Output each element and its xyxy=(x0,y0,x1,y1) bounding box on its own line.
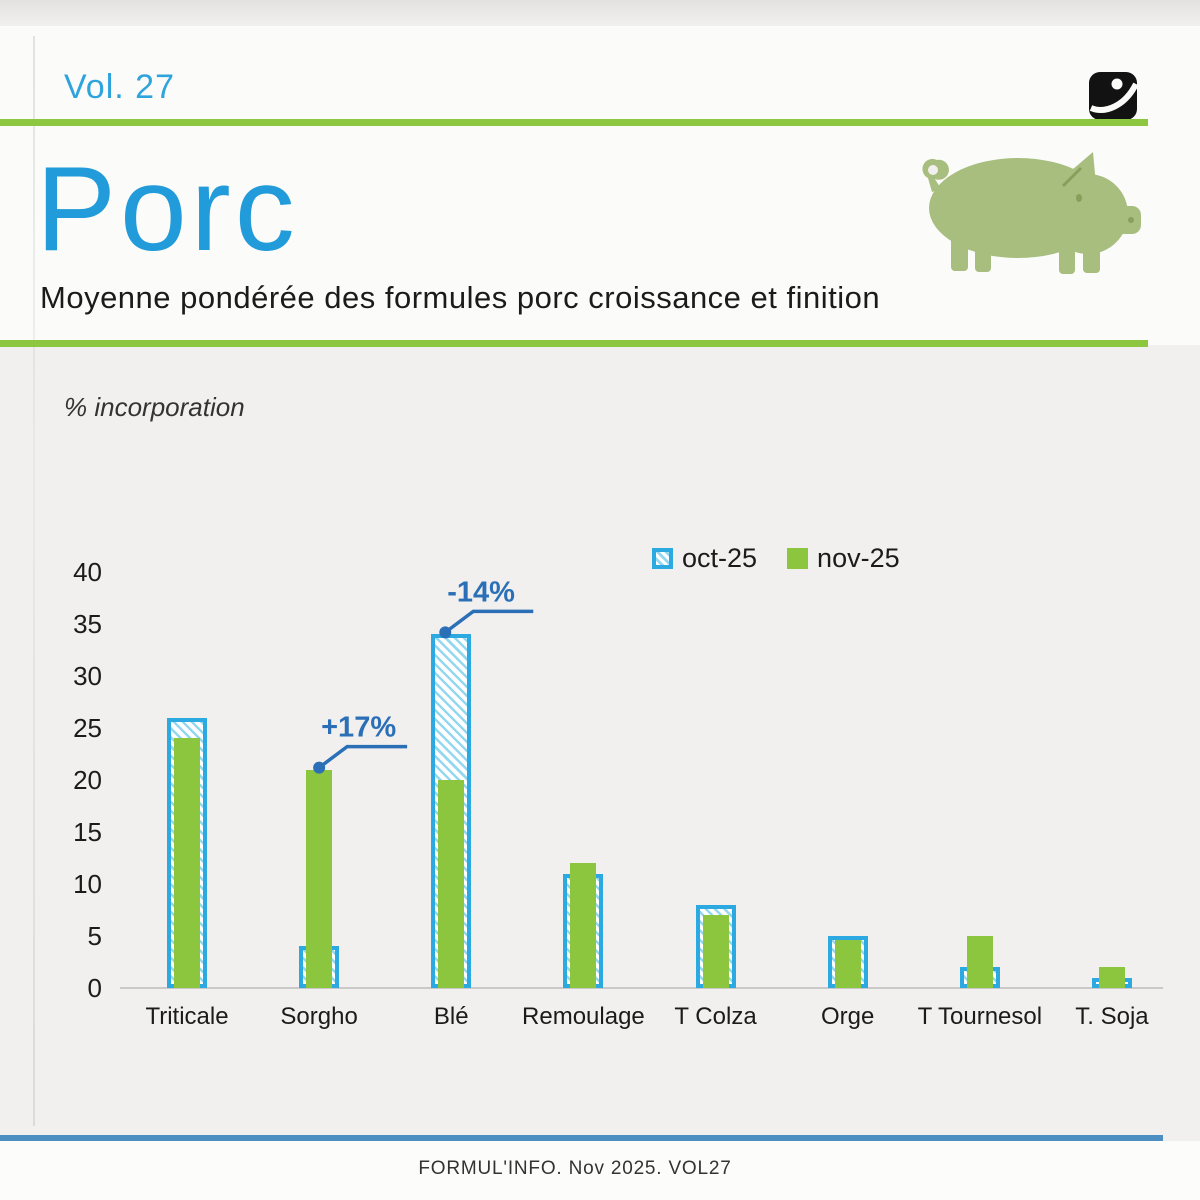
x-category-label: Blé xyxy=(433,1003,469,1030)
x-category-label: Remoulage xyxy=(522,1003,645,1030)
y-tick-label: 20 xyxy=(73,765,102,795)
pig-silhouette-icon xyxy=(922,152,1141,274)
footer-blue-rule xyxy=(0,1135,1163,1141)
x-category-label: T Tournesol xyxy=(917,1003,1043,1030)
bar-nov-2 xyxy=(438,780,465,988)
bar-nov-7 xyxy=(1098,967,1125,988)
x-category-label: T. Soja xyxy=(1075,1003,1149,1030)
top-green-rule xyxy=(0,119,1148,126)
x-category-label: Sorgho xyxy=(280,1003,358,1030)
y-tick-label: 10 xyxy=(73,869,102,899)
annotation-leader-line xyxy=(444,609,534,634)
legend-swatch-nov-icon xyxy=(787,548,809,569)
chart-legend: oct-25 nov-25 xyxy=(652,543,900,574)
bottom-green-rule xyxy=(0,340,1148,347)
y-tick-label: 5 xyxy=(87,921,102,951)
legend-item-nov: nov-25 xyxy=(787,543,900,574)
y-tick-label: 30 xyxy=(73,661,102,691)
legend-label-oct: oct-25 xyxy=(682,543,758,573)
paper-texture-top xyxy=(0,0,1200,26)
annotation-label: +17% xyxy=(321,712,396,744)
legend-label-nov: nov-25 xyxy=(817,543,900,573)
chart-subtitle: Moyenne pondérée des formules porc crois… xyxy=(40,280,881,315)
bar-nov-5 xyxy=(834,940,861,988)
torn-paper-edge xyxy=(33,36,35,1126)
unit-note: % incorporation xyxy=(64,392,245,422)
page-title: Porc xyxy=(36,142,299,276)
y-tick-label: 0 xyxy=(87,973,102,1003)
y-tick-label: 15 xyxy=(73,817,102,847)
legend-item-oct: oct-25 xyxy=(652,543,757,574)
bar-nov-4 xyxy=(702,915,729,988)
footer-band xyxy=(0,1141,1200,1200)
x-axis-line xyxy=(120,987,1163,989)
bar-nov-1 xyxy=(306,769,333,988)
x-category-label: Orge xyxy=(821,1003,875,1030)
y-tick-label: 25 xyxy=(73,713,102,743)
annotation-leader-line xyxy=(318,744,408,769)
brand-swoosh-logo-icon xyxy=(1089,72,1137,120)
footer-text: FORMUL'INFO. Nov 2025. VOL27 xyxy=(418,1158,732,1179)
bar-nov-6 xyxy=(966,936,993,988)
bar-nov-3 xyxy=(570,863,597,988)
y-tick-label: 40 xyxy=(73,557,102,587)
y-tick-label: 35 xyxy=(73,609,102,639)
volume-label: Vol. 27 xyxy=(64,68,175,106)
legend-swatch-oct-icon xyxy=(652,548,673,569)
x-category-label: T Colza xyxy=(674,1003,757,1030)
x-category-label: Triticale xyxy=(145,1003,229,1030)
bar-nov-0 xyxy=(174,738,200,988)
annotation-label: -14% xyxy=(447,576,515,608)
